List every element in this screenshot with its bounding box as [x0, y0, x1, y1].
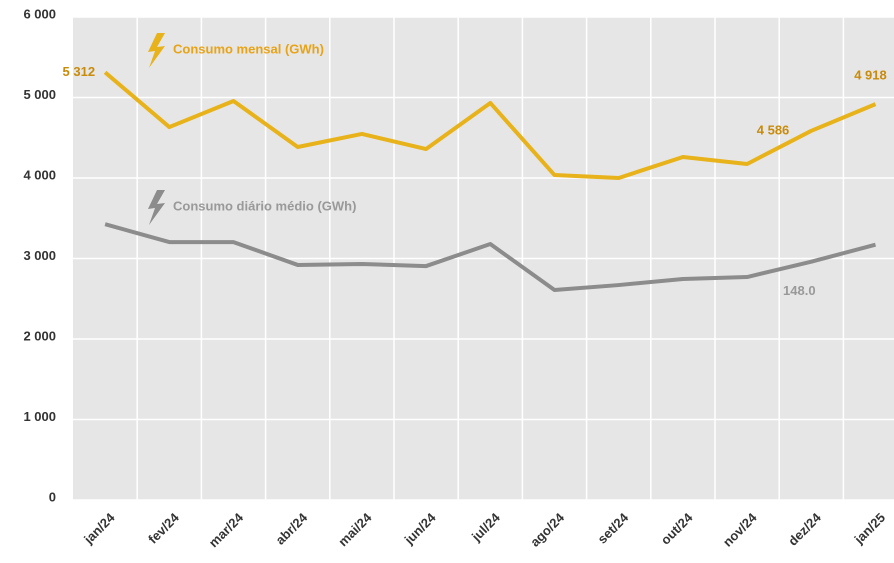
- y-tick-label: 3 000: [23, 248, 56, 263]
- y-tick-label: 5 000: [23, 87, 56, 102]
- x-tick-label: set/24: [595, 509, 632, 546]
- data-label: 5 312: [63, 64, 96, 79]
- x-tick-label: jun/24: [401, 509, 439, 547]
- x-tick-label: abr/24: [273, 509, 311, 547]
- y-tick-label: 1 000: [23, 409, 56, 424]
- x-tick-label: jan/25: [851, 510, 888, 547]
- x-tick-label: jan/24: [80, 509, 118, 547]
- x-tick-label: fev/24: [145, 509, 182, 546]
- y-tick-label: 4 000: [23, 167, 56, 182]
- series-line: [104, 222, 877, 293]
- x-tick-label: out/24: [658, 509, 696, 547]
- x-tick-label: jul/24: [468, 509, 503, 544]
- series-line: [103, 70, 877, 180]
- legend-label: Consumo diário médio (GWh): [173, 198, 356, 213]
- x-tick-label: ago/24: [527, 509, 567, 549]
- legend-icon: [148, 33, 165, 68]
- x-tick-label: mai/24: [335, 509, 375, 549]
- x-tick-label: nov/24: [720, 509, 760, 549]
- data-label: 4 586: [757, 122, 790, 137]
- y-tick-label: 2 000: [23, 328, 56, 343]
- data-label: 4 918: [854, 68, 887, 83]
- x-tick-label: mar/24: [206, 509, 247, 550]
- data-label: 148.0: [783, 283, 816, 298]
- legend-label: Consumo mensal (GWh): [173, 41, 324, 56]
- x-tick-label: dez/24: [785, 509, 824, 548]
- y-tick-label: 6 000: [23, 6, 56, 21]
- legend-icon: [148, 190, 165, 225]
- y-tick-label: 0: [49, 489, 56, 504]
